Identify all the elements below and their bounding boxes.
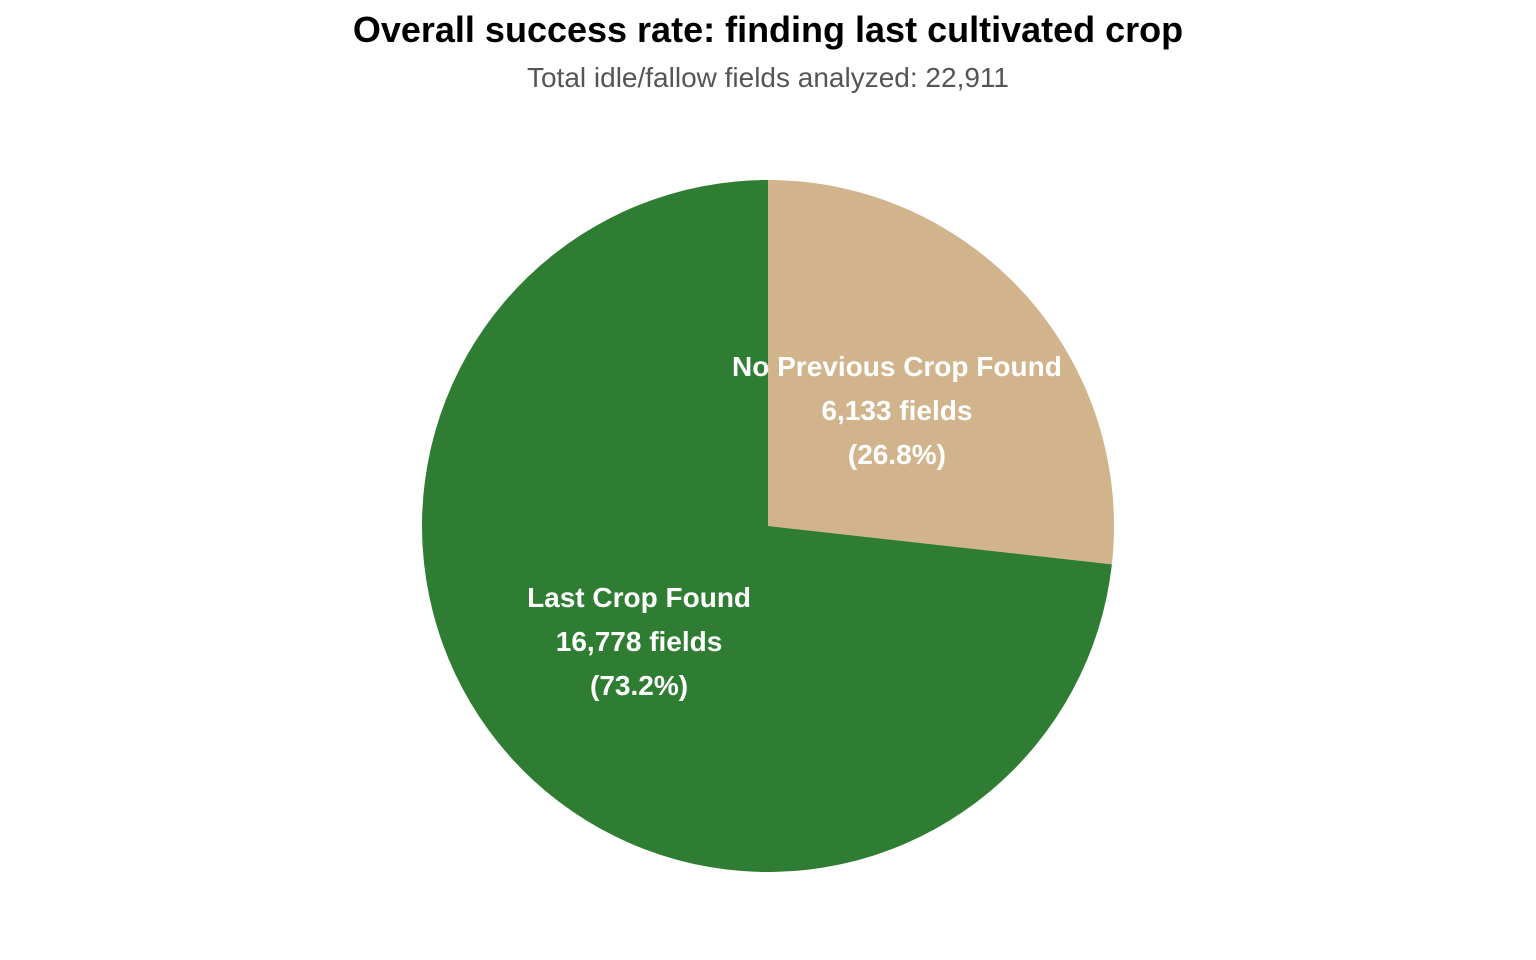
slice-label: No Previous Crop Found — [732, 351, 1062, 382]
slice-count-label: 16,778 fields — [556, 626, 723, 657]
pie-slice-2 — [422, 180, 1112, 872]
chart-title: Overall success rate: finding last culti… — [352, 9, 1184, 50]
slice-label: Last Crop Found — [527, 582, 751, 613]
slice-percent-label: (73.2%) — [590, 670, 688, 701]
slice-count-label: 6,133 fields — [821, 395, 972, 426]
slice-percent-label: (26.8%) — [848, 439, 946, 470]
chart-subtitle: Total idle/fallow fields analyzed: 22,91… — [526, 62, 1009, 93]
pie-slice-1 — [768, 180, 1115, 565]
